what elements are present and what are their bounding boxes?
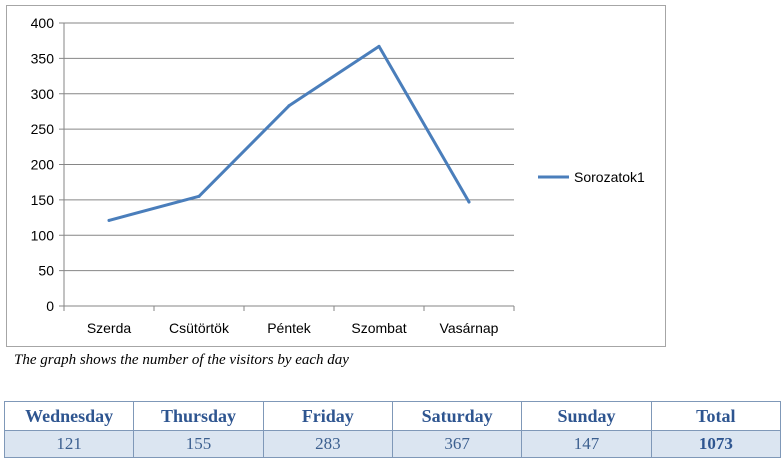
table-header-row: Wednesday Thursday Friday Saturday Sunda… [3, 401, 782, 431]
header-wednesday: Wednesday [3, 401, 135, 431]
data-point [197, 194, 201, 198]
x-tick-label: Szerda [87, 320, 132, 336]
chart-caption: The graph shows the number of the visito… [14, 352, 349, 368]
y-tick-label: 200 [31, 157, 55, 173]
y-tick-label: 250 [31, 121, 55, 137]
value-thursday: 155 [133, 430, 264, 458]
header-thursday: Thursday [133, 401, 264, 431]
line-chart: 0 50 100 150 200 250 300 350 400 Szerda Csütörtök P… [31, 15, 645, 336]
y-tick-label: 350 [31, 50, 55, 66]
value-wednesday: 121 [3, 430, 135, 458]
header-total: Total [650, 401, 782, 431]
y-tick-label: 150 [31, 192, 55, 208]
table-row: 121 155 283 367 147 1073 [3, 430, 782, 458]
value-friday: 283 [262, 430, 393, 458]
y-tick-label: 100 [31, 227, 55, 243]
legend-label: Sorozatok1 [574, 169, 645, 185]
header-sunday: Sunday [521, 401, 652, 431]
value-sunday: 147 [521, 430, 652, 458]
value-total: 1073 [650, 430, 782, 458]
header-friday: Friday [262, 401, 393, 431]
x-tick-label: Vasárnap [440, 320, 499, 336]
data-point [377, 44, 381, 48]
x-tick-label: Péntek [267, 320, 312, 336]
data-point [287, 104, 291, 108]
visitors-table: Wednesday Thursday Friday Saturday Sunda… [3, 401, 782, 458]
y-tick-label: 0 [46, 298, 54, 314]
x-tick-label: Csütörtök [169, 320, 230, 336]
series-line [107, 44, 471, 222]
y-tick-label: 50 [38, 263, 54, 279]
header-saturday: Saturday [391, 401, 523, 431]
value-saturday: 367 [391, 430, 523, 458]
data-point [107, 218, 111, 222]
x-tick-label: Szombat [351, 320, 406, 336]
chart-area: 0 50 100 150 200 250 300 350 400 Szerda Csütörtök P… [6, 5, 666, 347]
y-tick-label: 300 [31, 86, 55, 102]
data-point [467, 200, 471, 204]
y-tick-label: 400 [31, 15, 55, 31]
